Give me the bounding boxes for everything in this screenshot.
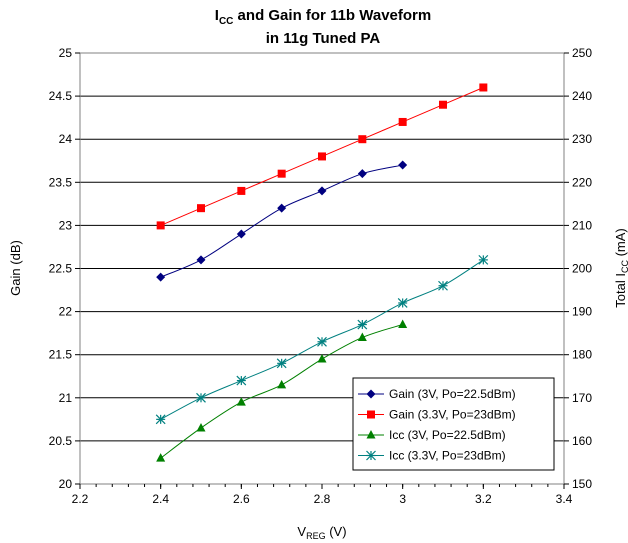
chart-title-line-2: in 11g Tuned PA (266, 30, 381, 47)
series-4-point (276, 358, 287, 369)
series-3-point (236, 397, 246, 406)
legend-items: Gain (3V, Po=22.5dBm) Gain (3.3V, Po=23dB… (358, 387, 516, 463)
series-1-point (196, 255, 206, 265)
series-4-point (155, 414, 166, 425)
x-tick-label: 3.4 (556, 492, 573, 506)
y-right-tick-label: 220 (572, 175, 592, 189)
y-left-tick-label: 20.5 (49, 434, 73, 448)
series-2-point (318, 152, 326, 161)
series-1-point (398, 160, 408, 170)
y-right-tick-label: 200 (572, 262, 592, 276)
x-tick-label: 2.4 (152, 492, 169, 506)
x-axis-label-rest: (V) (326, 524, 347, 539)
series-3-point (156, 453, 166, 462)
y-right-tick-label: 230 (572, 132, 592, 146)
y-right-tick-label: 190 (572, 305, 592, 319)
y-left-tick-label: 20 (59, 477, 73, 491)
x-tick-label: 3 (399, 492, 406, 506)
legend-box (352, 377, 555, 471)
x-tick-label: 2.6 (233, 492, 250, 506)
x-tick-label: 2.2 (72, 492, 89, 506)
series-3-point (317, 354, 327, 363)
y-left-tick-label: 24.5 (49, 89, 73, 103)
legend-marker-4 (366, 450, 376, 461)
y-left-tick-label: 25 (59, 46, 73, 60)
y-left-tick-label: 22.5 (49, 262, 73, 276)
y-right-tick-label: 250 (572, 46, 592, 60)
series-2-point (439, 100, 447, 109)
legend-label-3: Icc (3V, Po=22.5dBm) (389, 428, 506, 442)
y-right-tick-label: 160 (572, 434, 592, 448)
y-left-tick-label: 22 (59, 305, 73, 319)
title-i: I (215, 7, 219, 24)
y-left-tick-label: 23.5 (49, 175, 73, 189)
title-cc-subscript: CC (219, 16, 233, 27)
series-4-point (397, 298, 408, 308)
y-right-label-rest: (mA) (613, 228, 628, 260)
series-1-point (317, 186, 327, 196)
y-right-tick-label: 150 (572, 477, 592, 491)
series-2-point (197, 204, 205, 213)
y-right-label-main: Total I (613, 273, 628, 308)
series-4-point (317, 336, 327, 347)
series-2-point (398, 117, 407, 126)
series-layer (155, 83, 489, 462)
series-1-point (236, 229, 246, 239)
series-1-point (156, 272, 166, 282)
x-axis-label-subscript: REG (306, 531, 326, 541)
y-right-tick-label: 170 (572, 391, 592, 405)
series-4-point (438, 280, 448, 291)
axis-ticks: 20 20.5 21 21.5 22 22.5 23 23.5 24 24.5 25 150 160 17… (49, 46, 593, 506)
series-3-point (357, 332, 367, 341)
series-2-point (156, 221, 165, 230)
series-2-point (237, 186, 246, 195)
y-right-tick-label: 210 (572, 218, 592, 232)
y-left-tick-label: 21 (59, 391, 73, 405)
series-4-point (478, 254, 489, 265)
x-axis-label-main: V (297, 524, 306, 539)
series-1-point (357, 169, 367, 179)
series-2-point (358, 135, 367, 144)
series-4-point (196, 392, 206, 403)
series-4-point (357, 319, 368, 330)
legend-label-1: Gain (3V, Po=22.5dBm) (389, 387, 516, 401)
chart-title-line-1: ICC and Gain for 11b Waveform (215, 7, 431, 27)
y-axis-left-label: Gain (dB) (8, 240, 23, 296)
series-2-point (277, 169, 286, 178)
title-rest: and Gain for 11b Waveform (233, 7, 431, 24)
y-left-tick-label: 24 (59, 132, 73, 146)
series-3-point (277, 379, 287, 389)
y-axis-right-label: Total ICC (mA) (613, 228, 628, 307)
legend-marker-2 (367, 410, 375, 419)
y-left-tick-label: 21.5 (49, 348, 73, 362)
series-3-point (398, 319, 408, 329)
legend-marker-3 (366, 430, 376, 439)
x-axis-label: VREG (V) (297, 524, 346, 541)
legend-marker-1 (366, 389, 376, 399)
legend-label-2: Gain (3.3V, Po=23dBm) (389, 408, 516, 422)
legend: Gain (3V, Po=22.5dBm) Gain (3.3V, Po=23dB… (352, 377, 555, 471)
series-4-point (236, 375, 247, 386)
x-tick-label: 2.8 (314, 492, 331, 506)
legend-label-4: Icc (3.3V, Po=23dBm) (389, 449, 506, 463)
series-2-point (479, 83, 488, 92)
y-right-label-subscript: CC (620, 260, 628, 273)
y-right-tick-label: 240 (572, 89, 592, 103)
x-tick-label: 3.2 (475, 492, 492, 506)
series-1-point (277, 203, 287, 213)
y-left-tick-label: 23 (59, 218, 73, 232)
y-right-tick-label: 180 (572, 348, 592, 362)
series-3-point (196, 422, 206, 432)
